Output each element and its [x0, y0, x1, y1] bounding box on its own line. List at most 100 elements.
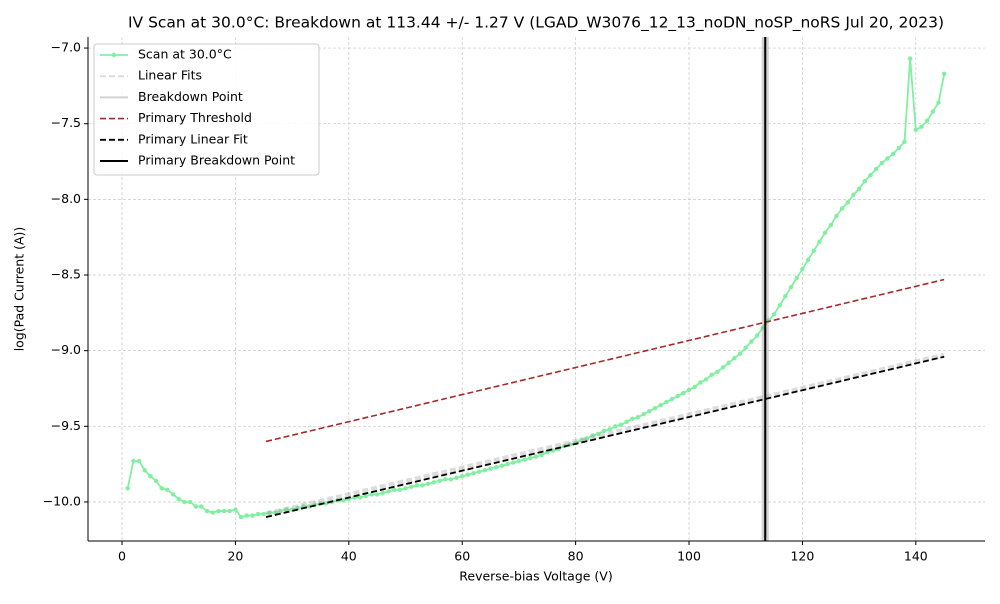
data-point — [896, 145, 902, 151]
data-point — [227, 508, 232, 514]
data-point — [148, 474, 153, 479]
data-point — [397, 487, 403, 493]
data-point — [278, 508, 283, 514]
data-point — [420, 483, 425, 488]
x-axis-label: Reverse-bias Voltage (V) — [459, 569, 612, 584]
data-point — [851, 192, 856, 198]
data-point — [460, 474, 465, 479]
data-point — [153, 478, 159, 483]
data-point — [930, 109, 936, 114]
data-point — [306, 504, 312, 509]
legend-label: Linear Fits — [138, 68, 202, 83]
data-point — [658, 402, 663, 408]
x-tick-label: 120 — [790, 549, 814, 564]
y-tick-label: −10.0 — [43, 493, 81, 508]
data-point — [528, 455, 533, 461]
data-point — [873, 166, 879, 172]
data-point — [170, 492, 176, 497]
data-point — [754, 333, 760, 338]
data-point — [885, 156, 890, 161]
data-point — [187, 499, 193, 505]
data-point — [641, 412, 646, 417]
data-point — [743, 345, 748, 350]
data-point — [142, 467, 147, 473]
data-point — [477, 469, 482, 474]
data-point — [924, 118, 930, 123]
data-point — [862, 178, 867, 184]
y-axis-label: log(Pad Current (A)) — [12, 227, 27, 352]
x-tick-label: 80 — [568, 549, 584, 564]
data-point — [494, 464, 499, 470]
data-point — [618, 422, 624, 427]
data-point — [261, 511, 266, 517]
data-point — [465, 472, 471, 477]
axes: 0 20 40 60 80 100 120 140 −10.0 −9.5 −9.0 −8.5 −8.0 −… — [43, 37, 985, 564]
data-point — [805, 257, 811, 263]
data-point — [879, 160, 885, 166]
data-point — [732, 356, 737, 361]
legend-label: Primary Threshold — [138, 110, 252, 125]
grid — [88, 37, 985, 541]
data-point — [182, 499, 187, 505]
data-point — [907, 56, 913, 61]
data-point — [647, 408, 652, 414]
data-point — [363, 493, 369, 499]
x-tick-label: 100 — [677, 549, 701, 564]
data-point — [448, 477, 454, 482]
data-point — [471, 471, 476, 476]
data-point — [579, 437, 584, 443]
x-tick-label: 60 — [454, 549, 470, 564]
series-line — [265, 352, 945, 517]
y-tick-label: −9.5 — [51, 418, 81, 433]
data-point — [522, 457, 527, 462]
data-point — [499, 463, 505, 468]
y-tick-label: −7.5 — [51, 115, 81, 130]
data-point — [539, 452, 544, 458]
data-point — [703, 377, 709, 382]
data-point — [902, 139, 907, 145]
data-point — [788, 284, 794, 290]
data-point — [233, 507, 238, 512]
data-point — [159, 486, 164, 491]
data-point — [607, 427, 612, 432]
data-point — [199, 504, 204, 509]
data-point — [488, 466, 493, 471]
data-point — [272, 510, 278, 515]
data-point — [482, 467, 488, 473]
data-point — [624, 419, 629, 424]
data-point — [613, 424, 618, 429]
y-tick-label: −8.5 — [51, 267, 81, 282]
legend-label: Primary Breakdown Point — [138, 153, 295, 168]
data-point — [845, 200, 850, 205]
data-point — [783, 293, 788, 299]
data-point — [403, 486, 408, 491]
data-point — [675, 393, 680, 399]
data-point — [868, 172, 873, 178]
data-point — [408, 484, 414, 490]
data-point — [686, 387, 692, 393]
data-point — [715, 369, 720, 375]
data-point — [794, 275, 799, 281]
data-point — [380, 490, 386, 496]
data-point — [204, 508, 210, 514]
data-point — [176, 496, 181, 502]
data-point — [454, 475, 459, 480]
data-point — [284, 507, 289, 512]
x-tick-label: 140 — [904, 549, 928, 564]
legend-label: Breakdown Point — [138, 89, 243, 104]
data-point — [340, 498, 346, 503]
y-tick-label: −8.0 — [51, 191, 81, 206]
data-point — [511, 460, 516, 465]
legend-box — [93, 43, 320, 176]
data-point — [596, 431, 601, 437]
series-line — [265, 355, 945, 518]
data-point — [839, 206, 845, 211]
data-point — [941, 71, 947, 76]
data-point — [590, 433, 595, 438]
series-line — [265, 278, 945, 443]
data-point — [737, 351, 743, 356]
data-point — [516, 458, 522, 464]
data-point — [726, 360, 731, 365]
